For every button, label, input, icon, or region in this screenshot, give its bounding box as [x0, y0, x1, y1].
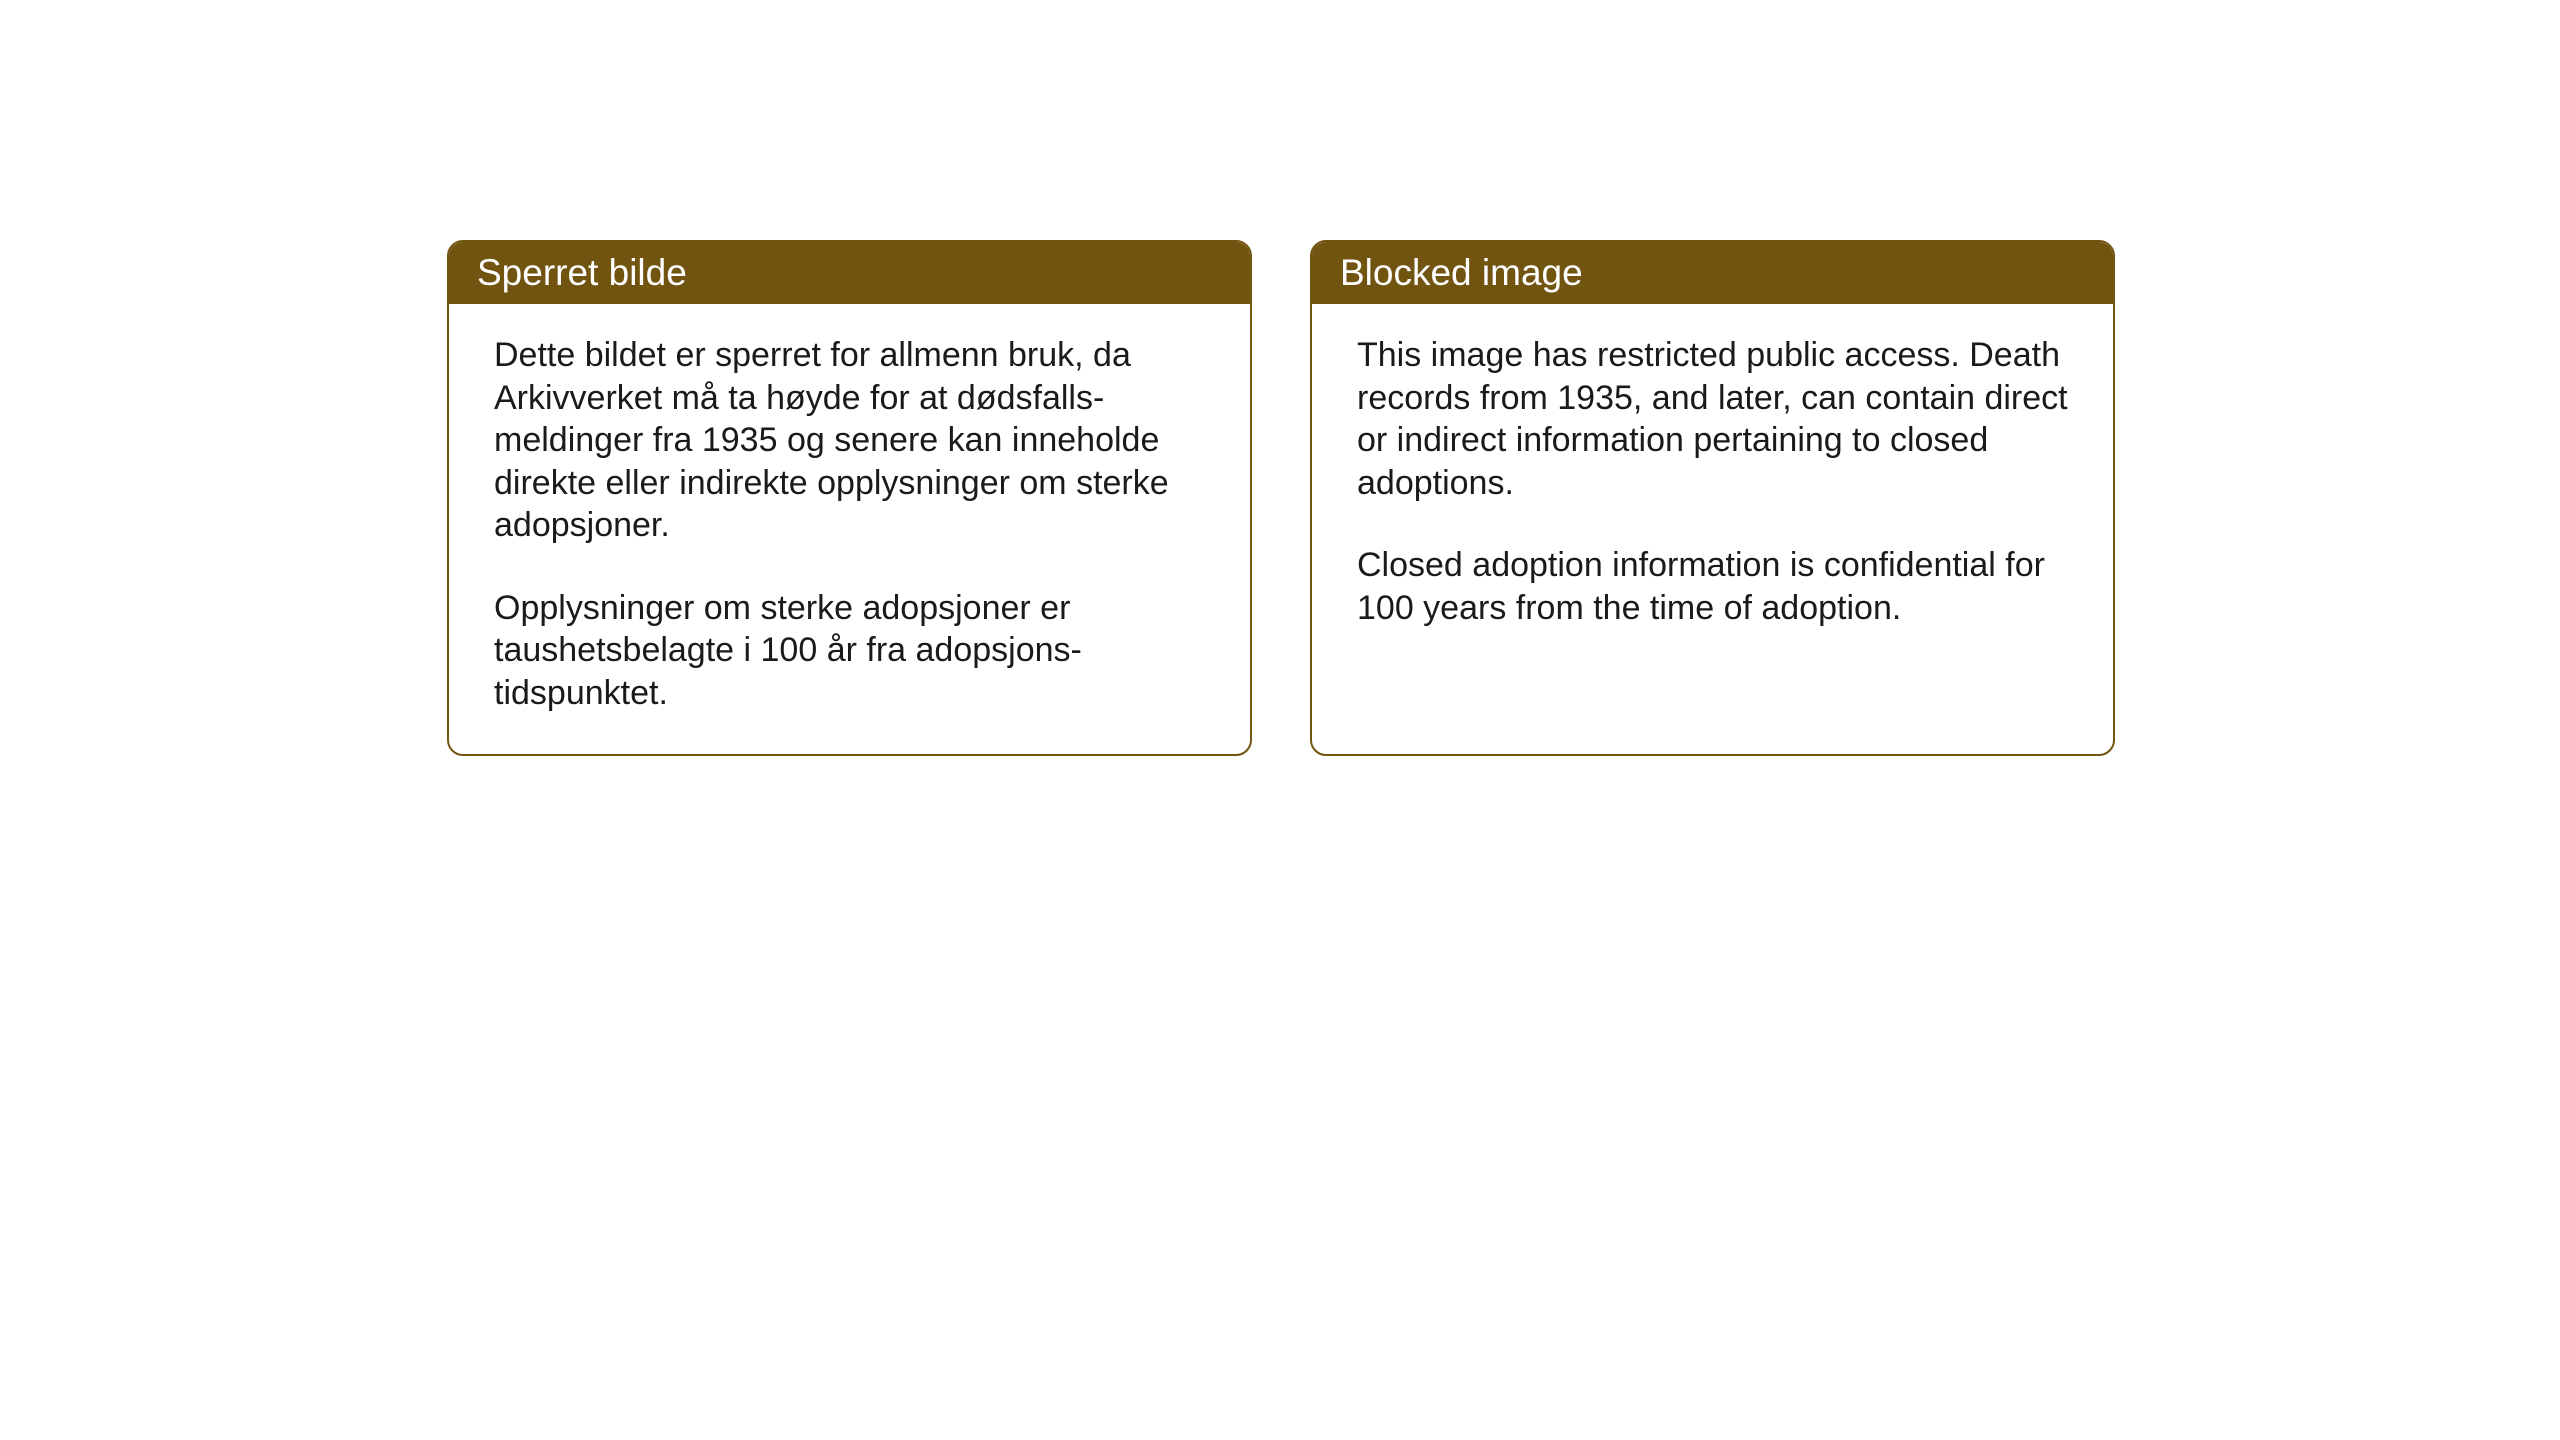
card-title: Sperret bilde	[477, 252, 687, 293]
blocked-image-card-norwegian: Sperret bilde Dette bildet er sperret fo…	[447, 240, 1252, 756]
card-title: Blocked image	[1340, 252, 1583, 293]
card-paragraph-1: This image has restricted public access.…	[1357, 334, 2068, 504]
card-header-english: Blocked image	[1312, 242, 2113, 304]
card-paragraph-1: Dette bildet er sperret for allmenn bruk…	[494, 334, 1205, 547]
card-body-english: This image has restricted public access.…	[1312, 304, 2113, 724]
card-paragraph-2: Opplysninger om sterke adopsjoner er tau…	[494, 587, 1205, 715]
blocked-image-card-english: Blocked image This image has restricted …	[1310, 240, 2115, 756]
card-paragraph-2: Closed adoption information is confident…	[1357, 544, 2068, 629]
card-body-norwegian: Dette bildet er sperret for allmenn bruk…	[449, 304, 1250, 754]
info-cards-container: Sperret bilde Dette bildet er sperret fo…	[447, 240, 2560, 756]
card-header-norwegian: Sperret bilde	[449, 242, 1250, 304]
